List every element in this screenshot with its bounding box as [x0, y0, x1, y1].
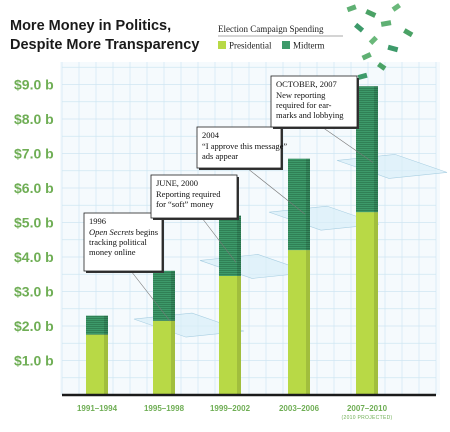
x-axis-ticks: 1991–1994 1995–1998 1999–2002 2003–2006 2007… — [77, 404, 393, 421]
annotation-text: ads appear — [202, 151, 238, 161]
annotation-text: New reporting — [276, 90, 326, 100]
legend-swatch-presidential — [218, 41, 226, 49]
bar-midterm — [288, 158, 310, 251]
y-axis-ticks: $1.0 b $2.0 b $3.0 b $4.0 b $5.0 b $6.0 b $7.0… — [14, 77, 54, 369]
y-tick-label: $5.0 b — [14, 215, 54, 231]
annotation-box — [83, 212, 163, 272]
y-tick-label: $7.0 b — [14, 146, 54, 162]
x-tick-label: 1995–1998 — [144, 404, 185, 413]
chart-title-line-1: More Money in Politics, — [10, 18, 171, 34]
x-tick-label: 1991–1994 — [77, 404, 118, 413]
annotation-text-part: Reporting required — [156, 189, 221, 199]
x-tick-label: 2003–2006 — [279, 404, 320, 413]
bar-midterm — [356, 86, 378, 213]
bar-midterm — [86, 315, 108, 335]
annotation-text-part: Open Secrets — [89, 227, 134, 237]
bar-shade — [374, 86, 378, 395]
annotation-text: Open Secrets begins — [89, 227, 158, 237]
y-tick-label: $9.0 b — [14, 77, 54, 93]
y-tick-label: $1.0 b — [14, 353, 54, 369]
bar-shade — [237, 215, 241, 395]
annotation-text-part: tracking political — [89, 237, 147, 247]
bar-shade — [104, 315, 108, 395]
bar-presidential — [86, 334, 108, 395]
annotation-date: 2004 — [202, 130, 220, 140]
legend: Election Campaign Spending Presidential … — [218, 24, 343, 51]
annotation-text-part: ads appear — [202, 151, 238, 161]
annotation-leader — [201, 217, 237, 263]
annotation-box — [196, 126, 282, 169]
annotation-text-part: money online — [89, 247, 136, 257]
annotation-callout: 2004“I approve this message”ads appear — [196, 126, 306, 215]
y-tick-label: $6.0 b — [14, 180, 54, 196]
annotation-text: money online — [89, 247, 136, 257]
flying-money-illustration — [346, 3, 414, 80]
annotation-text: Reporting required — [156, 189, 221, 199]
y-tick-label: $3.0 b — [14, 284, 54, 300]
annotation-text: marks and lobbying — [276, 110, 344, 120]
bar-shade — [171, 270, 175, 395]
y-tick-label: $4.0 b — [14, 249, 54, 265]
bar-presidential — [219, 275, 241, 395]
x-tick-label: 2007–2010 — [347, 404, 388, 413]
annotation-text: required for ear- — [276, 100, 332, 110]
annotation-leader — [130, 270, 171, 322]
annotation-text-part: marks and lobbying — [276, 110, 344, 120]
annotation-text: tracking political — [89, 237, 147, 247]
annotation-box — [150, 174, 238, 219]
y-tick-label: $8.0 b — [14, 111, 54, 127]
legend-title: Election Campaign Spending — [218, 24, 324, 34]
bar-midterm — [219, 215, 241, 276]
bar-presidential — [153, 320, 175, 395]
legend-label-presidential: Presidential — [229, 41, 272, 51]
annotation-date: JUNE, 2000 — [156, 178, 198, 188]
annotation-text-part: required for ear- — [276, 100, 332, 110]
annotation-text: “I approve this message” — [202, 141, 287, 151]
annotation-text-part: “I approve this message” — [202, 141, 287, 151]
annotation-text-part: begins — [134, 227, 158, 237]
bar-shade — [306, 158, 310, 395]
y-tick-label: $2.0 b — [14, 318, 54, 334]
annotation-leader — [321, 126, 374, 163]
annotation-text-part: for “soft” money — [156, 199, 214, 209]
annotation-date: 1996 — [89, 216, 106, 226]
x-tick-note: (2010 PROJECTED) — [342, 415, 393, 421]
annotation-box — [270, 75, 358, 128]
legend-swatch-midterm — [282, 41, 290, 49]
bar-presidential — [356, 212, 378, 395]
annotation-leader — [246, 167, 306, 215]
legend-label-midterm: Midterm — [293, 41, 325, 51]
annotation-text: for “soft” money — [156, 199, 214, 209]
x-tick-label: 1999–2002 — [210, 404, 251, 413]
bars — [86, 86, 378, 395]
annotation-text-part: New reporting — [276, 90, 326, 100]
bar-midterm — [153, 270, 175, 321]
annotation-date: OCTOBER, 2007 — [276, 79, 337, 89]
chart-title-line-2: Despite More Transparency — [10, 37, 199, 53]
bar-presidential — [288, 250, 310, 395]
